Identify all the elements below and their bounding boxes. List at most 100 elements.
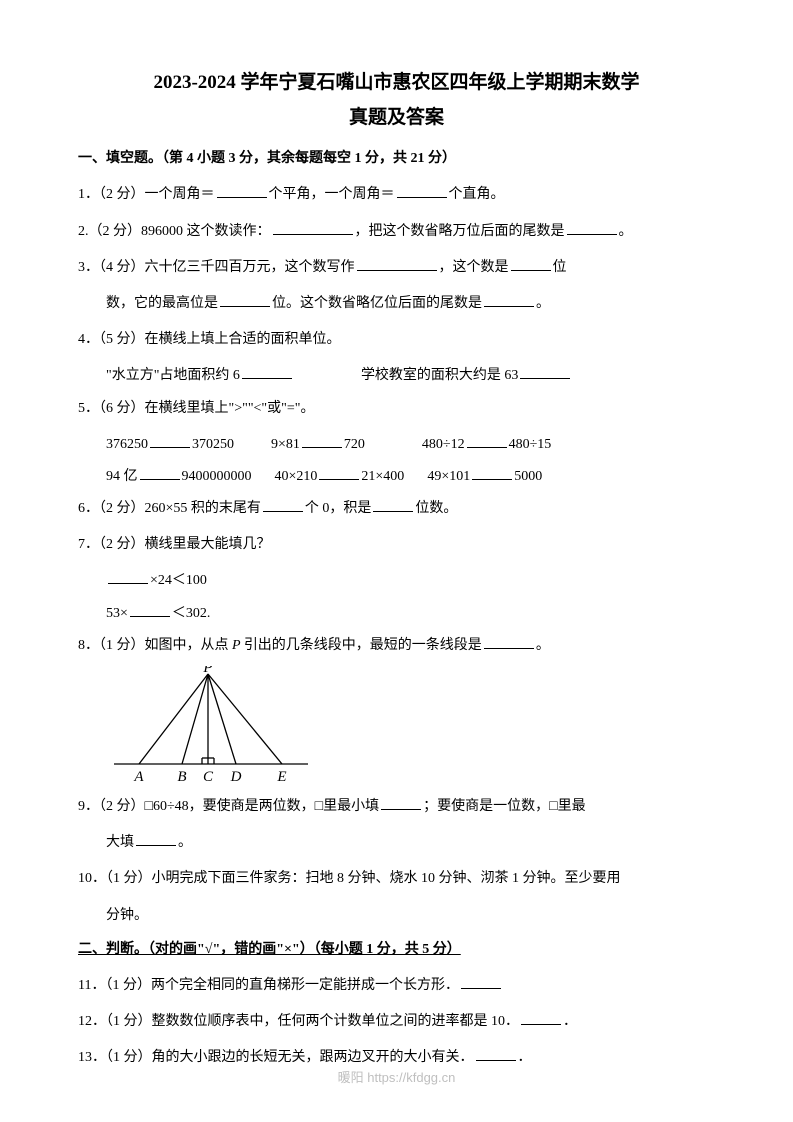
q6-text-b: 个 0，积是 — [305, 501, 372, 516]
q3-text-f: 。 — [536, 296, 550, 311]
question-5-row2: 94 亿 9400000000 40×210 21×400 49×101 5000 — [78, 461, 715, 493]
q1-text-c: 个直角。 — [449, 187, 505, 202]
blank — [567, 221, 617, 235]
q6-text-a: 6．（2 分）260×55 积的末尾有 — [78, 501, 261, 516]
question-7: 7．（2 分）横线里最大能填几？ — [78, 529, 715, 561]
q8-text-b: 引出的几条线段中，最短的一条线段是 — [244, 638, 482, 653]
q8-text-a: 8．（1 分）如图中，从点 — [78, 638, 229, 653]
q13-text-a: 13．（1 分）角的大小跟边的长短无关，跟两边叉开的大小有关． — [78, 1050, 474, 1065]
question-5: 5．（6 分）在横线里填上">""<"或"="。 — [78, 393, 715, 425]
svg-text:A: A — [133, 769, 144, 784]
q1-text-a: 1．（2 分）一个周角＝ — [78, 187, 215, 202]
svg-text:P: P — [202, 666, 212, 676]
q13-text-b: ． — [518, 1050, 532, 1065]
q12-text-a: 12．（1 分）整数数位顺序表中，任何两个计数单位之间的进率都是 10． — [78, 1014, 519, 1029]
q4-text-b: "水立方"占地面积约 6 — [106, 368, 240, 383]
blank — [136, 832, 176, 846]
q7-text-c: 53× — [106, 606, 128, 621]
q9-text-a: 9．（2 分）□60÷48，要使商是两位数，□里最小填 — [78, 799, 379, 814]
blank — [217, 184, 267, 198]
blank — [150, 434, 190, 448]
question-11: 11．（1 分）两个完全相同的直角梯形一定能拼成一个长方形． — [78, 970, 715, 1002]
q2-text-c: 。 — [619, 224, 633, 239]
question-9-cont: 大填 。 — [78, 827, 715, 859]
q4-text-c: 学校教室的面积大约是 63 — [361, 368, 519, 383]
blank — [373, 498, 413, 512]
question-2: 2.（2 分）896000 这个数读作： ，把这个数省略万位后面的尾数是 。 — [78, 216, 715, 248]
question-10-cont: 分钟。 — [78, 900, 715, 932]
q5-val: 9×81 — [271, 437, 300, 452]
question-1: 1．（2 分）一个周角＝ 个平角，一个周角＝ 个直角。 — [78, 179, 715, 211]
section1-header: 一、填空题。（第 4 小题 3 分，其余每题每空 1 分，共 21 分） — [78, 147, 715, 167]
q5-val: 480÷15 — [509, 437, 552, 452]
blank — [381, 796, 421, 810]
q9-text-b: ；要使商是一位数，□里最 — [423, 799, 585, 814]
question-7-line1: ×24＜100 — [78, 565, 715, 597]
q5-val: 480÷12 — [422, 437, 465, 452]
blank — [472, 466, 512, 480]
q9-text-d: 。 — [178, 835, 192, 850]
q7-text-d: ＜302. — [172, 606, 211, 621]
blank — [319, 466, 359, 480]
q8-text-c: 。 — [536, 638, 550, 653]
question-8: 8．（1 分）如图中，从点 P 引出的几条线段中，最短的一条线段是 。 — [78, 630, 715, 662]
question-3-cont: 数，它的最高位是 位。这个数省略亿位后面的尾数是 。 — [78, 288, 715, 320]
question-5-row1: 376250 370250 9×81 720 480÷12 480÷15 — [78, 429, 715, 461]
blank — [397, 184, 447, 198]
geometry-diagram: P A B C D E — [106, 666, 715, 789]
q5-val: 94 亿 — [106, 469, 138, 484]
q2-text-b: ，把这个数省略万位后面的尾数是 — [355, 224, 565, 239]
q1-text-b: 个平角，一个周角＝ — [269, 187, 395, 202]
blank — [242, 365, 292, 379]
q5-val: 49×101 — [427, 469, 470, 484]
blank — [357, 257, 437, 271]
q5-val: 21×400 — [361, 469, 404, 484]
q5-val: 720 — [344, 437, 365, 452]
question-10: 10．（1 分）小明完成下面三件家务：扫地 8 分钟、烧水 10 分钟、沏茶 1… — [78, 863, 715, 895]
title-line2: 真题及答案 — [78, 102, 715, 129]
svg-text:B: B — [177, 769, 186, 784]
blank — [130, 603, 170, 617]
blank — [461, 975, 501, 989]
blank — [220, 293, 270, 307]
blank — [521, 1011, 561, 1025]
svg-text:C: C — [203, 769, 214, 784]
blank — [302, 434, 342, 448]
q3-text-d: 数，它的最高位是 — [106, 296, 218, 311]
blank — [520, 365, 570, 379]
blank — [263, 498, 303, 512]
blank — [511, 257, 551, 271]
blank — [140, 466, 180, 480]
q3-text-c: 位 — [553, 260, 567, 275]
q11-text: 11．（1 分）两个完全相同的直角梯形一定能拼成一个长方形． — [78, 978, 459, 993]
q2-text-a: 2.（2 分）896000 这个数读作： — [78, 224, 271, 239]
q5-val: 40×210 — [275, 469, 318, 484]
question-12: 12．（1 分）整数数位顺序表中，任何两个计数单位之间的进率都是 10． ． — [78, 1006, 715, 1038]
section2-header: 二、判断。（对的画"√"，错的画"×"）（每小题 1 分，共 5 分） — [78, 938, 715, 958]
blank — [476, 1047, 516, 1061]
blank — [467, 434, 507, 448]
q8-point-p: P — [229, 638, 244, 653]
svg-text:E: E — [276, 769, 286, 784]
blank — [273, 221, 353, 235]
question-3: 3．（4 分）六十亿三千四百万元，这个数写作，这个数是位 — [78, 252, 715, 284]
q5-val: 370250 — [192, 437, 234, 452]
q5-val: 9400000000 — [182, 469, 252, 484]
blank — [484, 635, 534, 649]
triangle-svg: P A B C D E — [106, 666, 316, 784]
q5-val: 376250 — [106, 437, 148, 452]
q5-val: 5000 — [514, 469, 542, 484]
q9-text-c: 大填 — [106, 835, 134, 850]
question-6: 6．（2 分）260×55 积的末尾有 个 0，积是 位数。 — [78, 493, 715, 525]
question-4-row: "水立方"占地面积约 6 学校教室的面积大约是 63 — [78, 360, 715, 392]
blank — [484, 293, 534, 307]
q6-text-c: 位数。 — [415, 501, 457, 516]
q3-text-e: 位。这个数省略亿位后面的尾数是 — [272, 296, 482, 311]
question-9: 9．（2 分）□60÷48，要使商是两位数，□里最小填 ；要使商是一位数，□里最 — [78, 791, 715, 823]
q12-text-b: ． — [563, 1014, 577, 1029]
q7-text-b: ×24＜100 — [150, 573, 207, 588]
footer-watermark: 暖阳 https://kfdgg.cn — [0, 1067, 793, 1086]
svg-text:D: D — [230, 769, 242, 784]
question-7-line2: 53× ＜302. — [78, 598, 715, 630]
title-line1: 2023-2024 学年宁夏石嘴山市惠农区四年级上学期期末数学 — [78, 68, 715, 98]
